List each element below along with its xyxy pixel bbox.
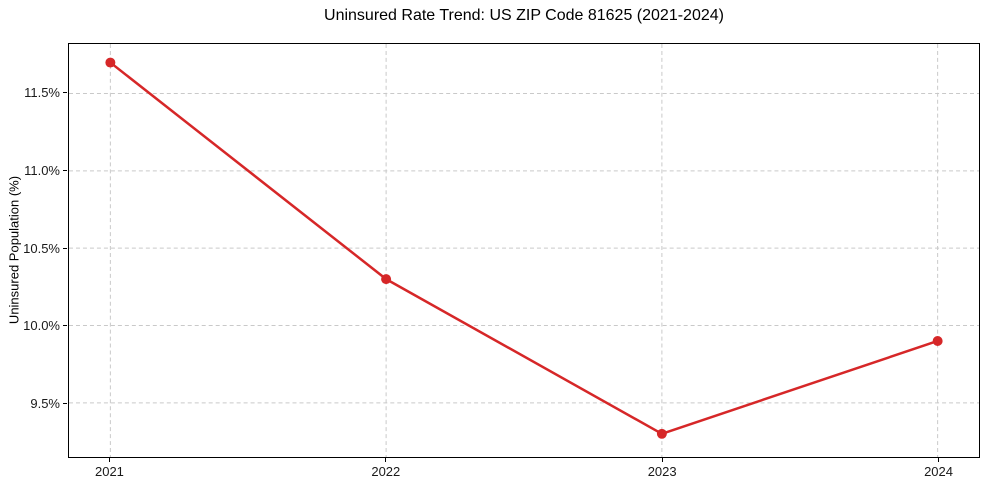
data-point: [656, 428, 667, 439]
x-tick-mark: [661, 458, 663, 462]
x-tick-label: 2021: [94, 464, 124, 479]
y-tick-mark: [63, 92, 67, 94]
plot-area: [68, 43, 980, 458]
y-tick-mark: [63, 169, 67, 171]
y-tick-label: 11.0%: [24, 162, 60, 178]
y-tick-mark: [63, 325, 67, 327]
chart-title: Uninsured Rate Trend: US ZIP Code 81625 …: [324, 7, 724, 24]
x-tick-label: 2024: [924, 464, 953, 479]
data-point: [932, 336, 943, 346]
trend-line: [109, 61, 939, 436]
y-tick-mark: [63, 247, 67, 249]
x-tick-mark: [385, 458, 387, 462]
x-tick-label: 2023: [647, 464, 677, 479]
x-tick-mark: [938, 458, 940, 462]
y-tick-label: 9.5%: [30, 396, 60, 412]
line-plot: [69, 44, 979, 457]
x-tick-mark: [108, 458, 110, 462]
data-point: [105, 57, 116, 68]
y-tick-label: 10.0%: [23, 318, 60, 334]
data-point: [381, 274, 392, 285]
y-tick-mark: [63, 403, 67, 405]
y-tick-label: 11.5%: [24, 85, 60, 101]
y-tick-label: 10.5%: [23, 240, 60, 256]
x-tick-label: 2022: [371, 464, 401, 479]
